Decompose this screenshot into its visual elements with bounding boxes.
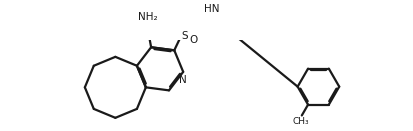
Text: O: O (190, 35, 198, 45)
Text: CH₃: CH₃ (293, 117, 309, 126)
Text: N: N (179, 75, 186, 85)
Text: HN: HN (204, 4, 220, 13)
Text: S: S (182, 31, 188, 41)
Text: NH₂: NH₂ (138, 12, 157, 21)
